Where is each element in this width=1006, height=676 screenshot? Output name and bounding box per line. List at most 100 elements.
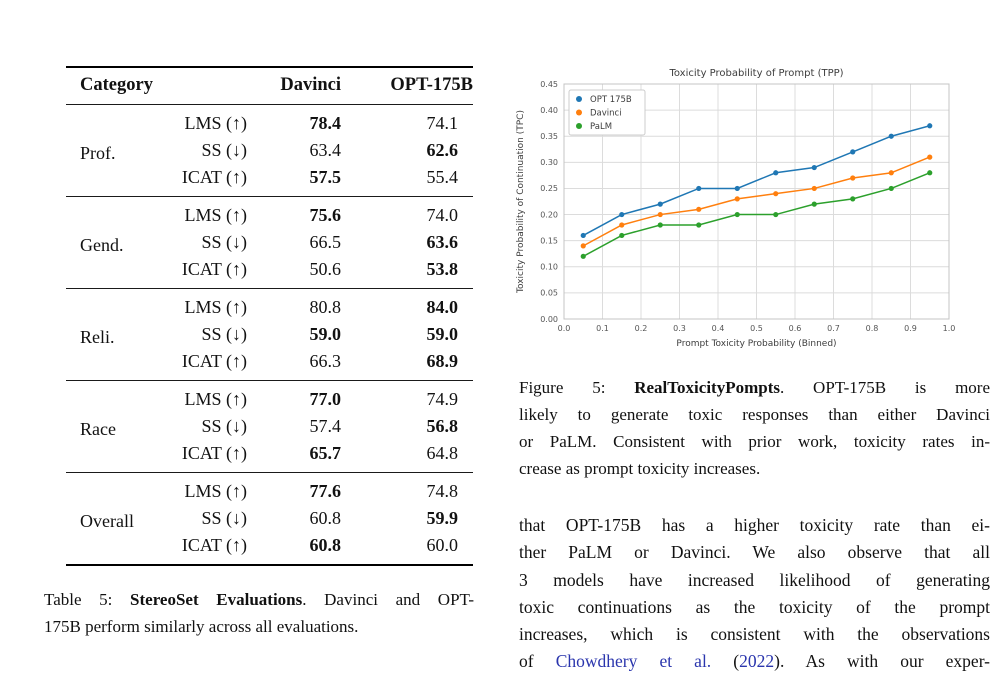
category-cell: Gend. <box>80 234 124 255</box>
x-tick-label: 0.5 <box>750 324 763 333</box>
davinci-value-cell: 77.0 <box>309 389 342 409</box>
legend-label: Davinci <box>590 109 622 119</box>
table-row: Overall LMS (↑) 77.6 74.8 <box>66 473 473 531</box>
y-tick-label: 0.30 <box>540 158 558 167</box>
opt175b-value-cell: 62.6 <box>426 140 459 160</box>
table-row: Race LMS (↑) 77.0 74.9 <box>66 381 473 439</box>
table-header-row: Category Davinci OPT-175B <box>66 67 473 105</box>
x-tick-label: 0.0 <box>558 324 571 333</box>
opt175b-value-cell: 74.9 <box>426 389 459 409</box>
metric-cell: SS (↓) <box>201 508 247 528</box>
davinci-value-cell: 65.7 <box>309 443 342 463</box>
table-row: SS (↓) 60.8 59.9 <box>66 505 473 532</box>
legend-label: PaLM <box>590 122 612 132</box>
data-point-opt-175b <box>927 123 933 129</box>
table-row: Gend. LMS (↑) 75.6 74.0 <box>66 197 473 255</box>
data-point-palm <box>580 253 586 259</box>
data-point-davinci <box>657 211 663 218</box>
davinci-value-cell: 57.5 <box>309 167 342 187</box>
opt175b-value-cell: 84.0 <box>426 297 459 317</box>
body-text: ( <box>711 651 740 672</box>
table-row: SS (↓) 57.4 56.8 <box>66 413 473 440</box>
x-tick-label: 0.2 <box>635 324 648 333</box>
davinci-value-cell: 59.0 <box>309 324 342 344</box>
legend-marker-opt-175b <box>576 96 582 102</box>
series-line-opt-175b <box>582 125 930 237</box>
body-text-line: that OPT-175B has a higher toxicity rate… <box>519 515 990 535</box>
y-tick-label: 0.00 <box>540 315 558 324</box>
body-text: ). As with our exper- <box>774 651 991 672</box>
caption-text: . OPT-175B is more <box>780 378 991 397</box>
opt175b-value-cell: 74.0 <box>426 205 459 225</box>
category-cell: Race <box>80 418 116 439</box>
y-tick-label: 0.10 <box>540 263 558 272</box>
table-group-overall: Overall LMS (↑) 77.6 74.8 SS (↓) 60.8 59.9 ICAT… <box>66 472 473 566</box>
x-tick-label: 0.4 <box>712 324 725 333</box>
davinci-value-cell: 80.8 <box>309 297 342 317</box>
figure-caption-line: crease as prompt toxicity increases. <box>519 459 761 478</box>
column-header-category: Category <box>66 67 247 105</box>
metric-cell: SS (↓) <box>201 416 247 436</box>
opt175b-value-cell: 53.8 <box>426 259 459 279</box>
data-point-opt-175b <box>811 164 817 171</box>
data-point-davinci <box>927 154 933 160</box>
data-point-davinci <box>580 243 586 249</box>
y-tick-label: 0.45 <box>540 80 558 89</box>
table-group-reli: Reli. LMS (↑) 80.8 84.0 SS (↓) 59.0 59.0 ICAT (… <box>66 288 473 381</box>
citation-link-year[interactable]: 2022 <box>739 651 775 672</box>
legend <box>568 89 646 136</box>
legend-marker-davinci <box>576 109 582 116</box>
data-point-davinci <box>734 196 740 202</box>
data-point-opt-175b <box>619 211 625 218</box>
data-point-davinci <box>619 222 625 228</box>
legend-marker-palm <box>576 123 582 129</box>
metric-cell: SS (↓) <box>201 140 247 160</box>
metric-cell: LMS (↑) <box>184 481 248 501</box>
table-row: ICAT (↑) 50.6 53.8 <box>66 256 473 289</box>
metric-cell: ICAT (↑) <box>181 351 247 371</box>
y-tick-label: 0.15 <box>540 236 558 245</box>
body-text-line: of Chowdhery et al. (2022). As with our … <box>519 648 990 675</box>
category-cell: Reli. <box>80 326 115 347</box>
x-tick-label: 0.6 <box>789 324 802 333</box>
table-row: ICAT (↑) 66.3 68.9 <box>66 348 473 381</box>
metric-cell: ICAT (↑) <box>181 535 247 555</box>
stereoset-table-grid: Category Davinci OPT-175B Prof. LMS (↑) 78… <box>66 66 473 566</box>
figure-caption: Figure 5: RealToxicityPompts. OPT-175B i… <box>519 374 990 482</box>
body-text-line: increases, which is consistent with the … <box>519 624 990 645</box>
davinci-value-cell: 57.4 <box>309 416 342 436</box>
davinci-value-cell: 66.5 <box>309 232 342 252</box>
y-tick-label: 0.25 <box>540 184 558 193</box>
table-row: SS (↓) 59.0 59.0 <box>66 321 473 348</box>
data-point-opt-175b <box>773 170 779 176</box>
body-text-line: ther PaLM or Davinci. We also observe th… <box>519 542 990 563</box>
table-caption-line: Table 5: StereoSet Evaluations. Davinci … <box>44 586 474 613</box>
series-line-palm <box>582 172 931 257</box>
caption-prefix: Figure 5: <box>519 378 635 397</box>
body-text-line: toxic continuations as the toxicity of t… <box>519 596 990 617</box>
table-group-prof: Prof. LMS (↑) 78.4 74.1 SS (↓) 63.4 62.6 ICAT (… <box>66 104 473 197</box>
category-cell: Overall <box>80 510 134 531</box>
data-point-opt-175b <box>696 185 702 192</box>
caption-prefix: Table 5: <box>44 590 131 609</box>
y-tick-label: 0.20 <box>540 210 558 219</box>
caption-bold-title: RealToxicityPompts <box>634 378 780 397</box>
opt175b-value-cell: 59.0 <box>426 324 459 344</box>
x-tick-label: 0.3 <box>673 324 686 333</box>
table-row: SS (↓) 63.4 62.6 <box>66 137 473 164</box>
citation-link-authors[interactable]: Chowdhery et al. <box>555 651 712 672</box>
data-point-palm <box>811 201 817 207</box>
data-point-davinci <box>811 185 817 192</box>
data-point-davinci <box>696 206 702 212</box>
table-row: ICAT (↑) 57.5 55.4 <box>66 164 473 197</box>
plot-border <box>563 83 950 320</box>
table-row: Reli. LMS (↑) 80.8 84.0 <box>66 289 473 347</box>
x-tick-label: 1.0 <box>943 324 956 333</box>
table-row: Prof. LMS (↑) 78.4 74.1 <box>66 105 473 163</box>
davinci-value-cell: 77.6 <box>309 481 342 501</box>
metric-cell: LMS (↑) <box>184 113 248 133</box>
metric-cell: SS (↓) <box>201 232 247 252</box>
data-point-opt-175b <box>657 201 663 207</box>
metric-cell: LMS (↑) <box>184 389 248 409</box>
data-point-opt-175b <box>850 149 856 155</box>
